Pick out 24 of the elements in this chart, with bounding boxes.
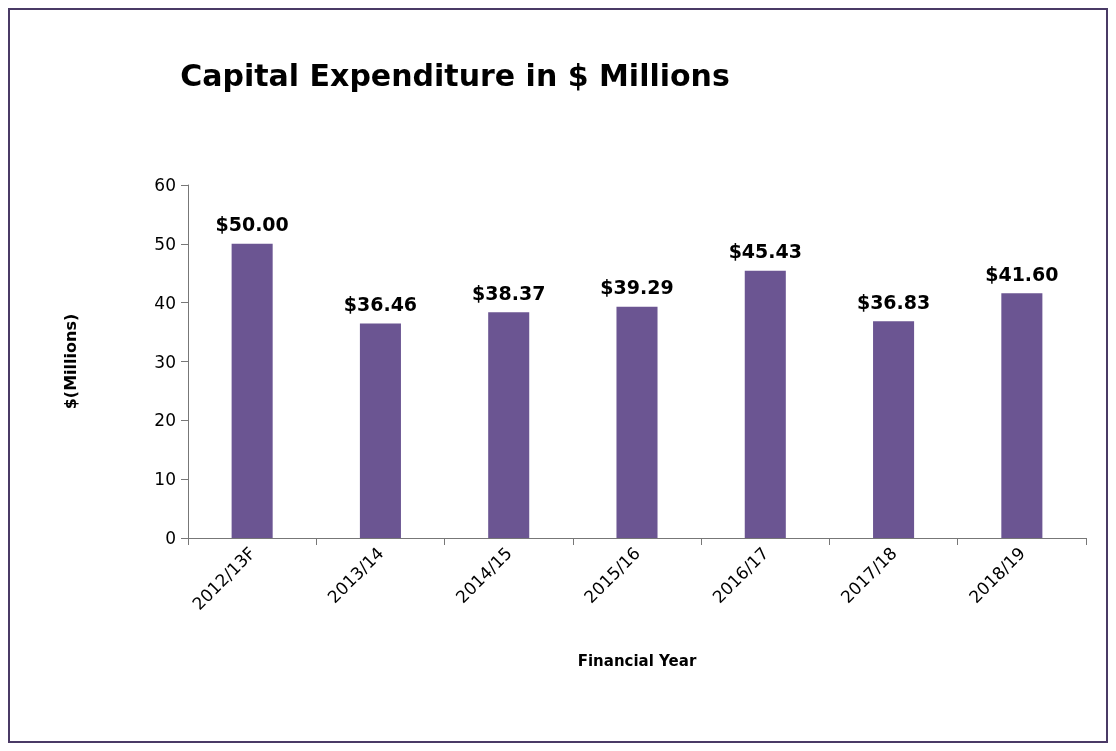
y-axis-title: $(Millions)	[60, 313, 80, 410]
y-tick-label: 10	[154, 469, 176, 490]
bar	[231, 243, 273, 538]
bar	[1001, 293, 1043, 538]
bar	[488, 312, 530, 538]
y-tick-label: 30	[154, 351, 176, 372]
y-tick-label: 50	[154, 233, 176, 254]
y-tick-label: 60	[154, 175, 176, 195]
data-label: $50.00	[215, 213, 289, 236]
data-label: $39.29	[600, 276, 674, 299]
bar	[744, 270, 786, 538]
x-axis-title: Financial Year	[577, 651, 697, 670]
data-label: $41.60	[985, 262, 1059, 285]
bar	[873, 321, 915, 538]
chart-title: Capital Expenditure in $ Millions	[180, 57, 730, 93]
y-tick-label: 0	[165, 528, 176, 548]
data-label: $45.43	[728, 240, 802, 263]
y-tick-label: 40	[154, 292, 176, 313]
data-label: $38.37	[472, 281, 546, 304]
data-label: $36.46	[343, 292, 418, 315]
bar	[359, 323, 401, 538]
data-label: $36.83	[856, 290, 931, 313]
bar	[616, 306, 658, 538]
y-tick-label: 20	[154, 410, 176, 431]
